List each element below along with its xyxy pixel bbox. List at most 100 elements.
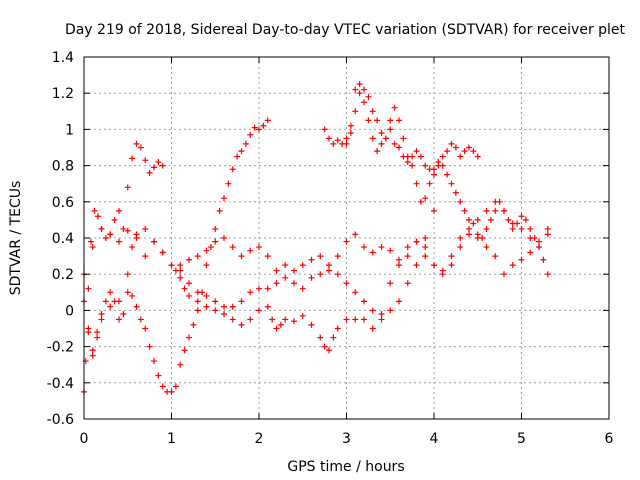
data-point: [264, 253, 271, 260]
data-point: [544, 231, 551, 238]
data-point: [426, 166, 433, 173]
data-point: [413, 262, 420, 269]
data-point: [466, 144, 472, 151]
data-point: [95, 213, 101, 220]
data-point: [129, 244, 136, 251]
data-point: [247, 247, 254, 254]
data-point: [129, 292, 136, 299]
series-trace-4: [89, 198, 551, 292]
x-tick-label: 3: [342, 431, 351, 447]
data-point: [151, 238, 157, 245]
data-point: [483, 207, 490, 214]
data-point: [203, 247, 210, 254]
data-point: [404, 244, 411, 251]
data-point: [256, 307, 262, 314]
data-point: [361, 244, 367, 251]
data-point: [155, 372, 162, 379]
data-point: [330, 140, 337, 147]
data-point: [91, 207, 98, 214]
data-point: [452, 189, 459, 196]
data-point: [347, 122, 354, 129]
x-tick-label: 0: [80, 431, 89, 447]
data-point: [212, 225, 219, 232]
data-point: [544, 271, 551, 278]
data-point: [155, 158, 162, 165]
y-tick-label: 0: [65, 303, 74, 319]
data-point: [146, 343, 153, 350]
data-point: [540, 256, 547, 263]
data-point: [509, 225, 516, 232]
data-point: [417, 153, 424, 160]
data-point: [291, 318, 297, 325]
data-point: [431, 171, 437, 178]
data-point: [444, 171, 451, 178]
data-point: [391, 104, 398, 111]
data-point: [269, 316, 276, 323]
data-point: [531, 235, 538, 241]
data-point: [422, 235, 429, 241]
data-point: [404, 280, 411, 287]
data-point: [186, 334, 192, 341]
y-tick-label: 0.2: [52, 267, 74, 283]
series-trace-2: [81, 117, 271, 395]
data-point: [439, 271, 446, 278]
data-point: [466, 231, 472, 238]
data-point: [492, 207, 499, 214]
data-point: [282, 316, 289, 323]
data-point: [137, 316, 144, 323]
data-point: [85, 285, 92, 292]
data-point: [461, 148, 468, 155]
data-point: [501, 271, 507, 278]
data-point: [361, 298, 367, 305]
series-trace-6: [321, 86, 551, 278]
data-point: [229, 166, 236, 173]
data-point: [308, 256, 315, 263]
data-point: [98, 311, 105, 318]
data-point: [299, 285, 306, 292]
data-point: [273, 280, 280, 287]
data-point: [369, 108, 376, 115]
data-point: [116, 207, 122, 214]
data-point: [527, 225, 534, 232]
data-point: [422, 162, 429, 169]
data-point: [299, 312, 306, 319]
data-point: [221, 311, 227, 318]
y-tick-label: -0.4: [47, 376, 74, 392]
data-point: [151, 358, 157, 365]
data-point: [186, 256, 192, 263]
x-axis-title: GPS time / hours: [287, 459, 404, 475]
data-point: [102, 235, 109, 241]
data-point: [207, 244, 214, 251]
data-point: [98, 316, 105, 323]
data-point: [146, 169, 153, 176]
data-point: [194, 289, 201, 296]
data-point: [400, 153, 407, 160]
data-point: [247, 289, 254, 296]
data-point: [356, 90, 363, 97]
data-point: [260, 122, 267, 129]
data-point: [479, 235, 486, 241]
data-point: [378, 130, 385, 137]
data-point: [177, 361, 184, 368]
data-point: [238, 148, 245, 155]
data-point: [387, 126, 394, 133]
y-tick-label: 0.6: [52, 195, 74, 211]
data-point: [466, 225, 472, 232]
data-point: [518, 213, 525, 220]
axis-ticks: 0 1 2 3 4 5 6 -0.6 -0.4 -0.2 0 0.2 0.4 0.6 0.8 1 1.2 1.4: [47, 50, 614, 447]
data-point: [457, 244, 464, 251]
data-point: [343, 280, 350, 287]
data-point: [133, 303, 140, 310]
data-point: [159, 162, 166, 169]
data-point: [107, 303, 114, 310]
data-point: [448, 253, 455, 260]
data-point: [378, 311, 385, 318]
data-point: [326, 347, 332, 354]
y-tick-label: 1.4: [52, 50, 74, 66]
data-point: [527, 249, 534, 256]
x-tick-label: 2: [255, 431, 264, 447]
data-point: [334, 253, 341, 260]
data-point: [129, 155, 136, 162]
data-point: [378, 316, 385, 323]
data-point: [142, 325, 149, 332]
